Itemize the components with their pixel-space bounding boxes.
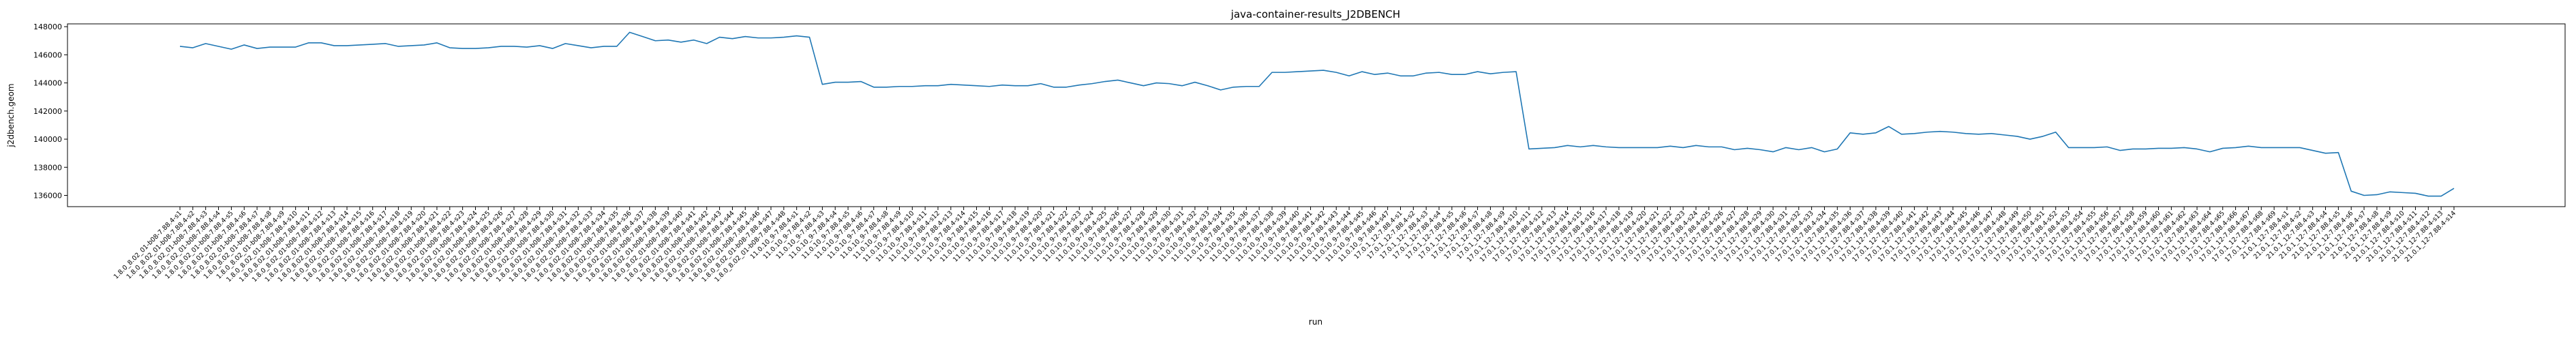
x-axis: 1.8.0_8.02_01-b08-7.88.4-s11.8.0_8.02_01…: [112, 207, 2457, 284]
y-tick-label: 142000: [33, 107, 62, 116]
y-tick-label: 140000: [33, 135, 62, 144]
plot-frame: [67, 23, 2566, 207]
y-tick-label: 144000: [33, 79, 62, 88]
x-axis-label: run: [1309, 317, 1322, 327]
y-tick-label: 146000: [33, 50, 62, 59]
y-axis: 136000 138000 140000 142000 144000 146000 1480…: [33, 23, 67, 201]
y-tick-label: 138000: [33, 163, 62, 172]
chart-title: java-container-results_J2DBENCH: [1230, 8, 1400, 21]
y-axis-label: j2dbench.geom: [6, 83, 16, 147]
series-line: [179, 31, 2455, 197]
y-tick-label: 148000: [33, 23, 62, 31]
y-tick-label: 136000: [33, 192, 62, 201]
